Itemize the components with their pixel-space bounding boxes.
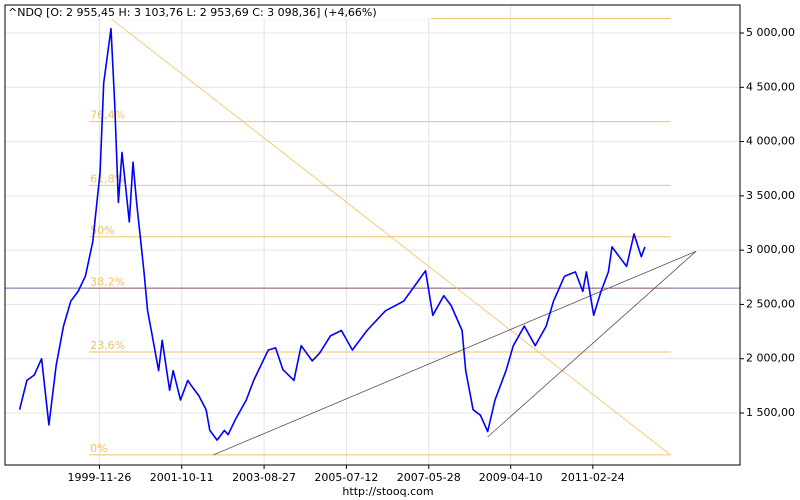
x-tick-label: 2009-04-10 <box>479 471 543 484</box>
fib-label: 38,2% <box>90 275 125 288</box>
x-tick-label: 2011-02-24 <box>561 471 625 484</box>
x-tick-label: 2007-05-28 <box>397 471 461 484</box>
fib-label: 0% <box>90 442 107 455</box>
y-tick-label: 1 500,00 <box>746 406 795 419</box>
price-line <box>18 27 646 441</box>
x-tick-label: 2003-08-27 <box>232 471 296 484</box>
x-tick-label: 1999-11-26 <box>67 471 131 484</box>
fib-label: 76,4% <box>90 109 125 122</box>
footer: http://stooq.com <box>342 485 433 498</box>
trend-line <box>110 18 671 456</box>
y-tick-label: 3 500,00 <box>746 189 795 202</box>
fib-label: 50% <box>90 224 114 237</box>
trend-line <box>487 250 697 438</box>
x-tick-label: 2001-10-11 <box>150 471 214 484</box>
y-tick-label: 5 000,00 <box>746 26 795 39</box>
y-tick-label: 3 000,00 <box>746 243 795 256</box>
plot-frame <box>4 4 741 466</box>
y-tick-label: 2 500,00 <box>746 297 795 310</box>
title-background <box>6 6 431 19</box>
x-tick-label: 2005-07-12 <box>314 471 378 484</box>
y-tick-label: 4 000,00 <box>746 135 795 148</box>
y-tick-label: 2 000,00 <box>746 352 795 365</box>
fib-label: 23,6% <box>90 339 125 352</box>
y-tick-label: 4 500,00 <box>746 80 795 93</box>
chart-title: ^NDQ [O: 2 955,45 H: 3 103,76 L: 2 953,6… <box>8 6 377 19</box>
trend-line <box>213 250 697 456</box>
